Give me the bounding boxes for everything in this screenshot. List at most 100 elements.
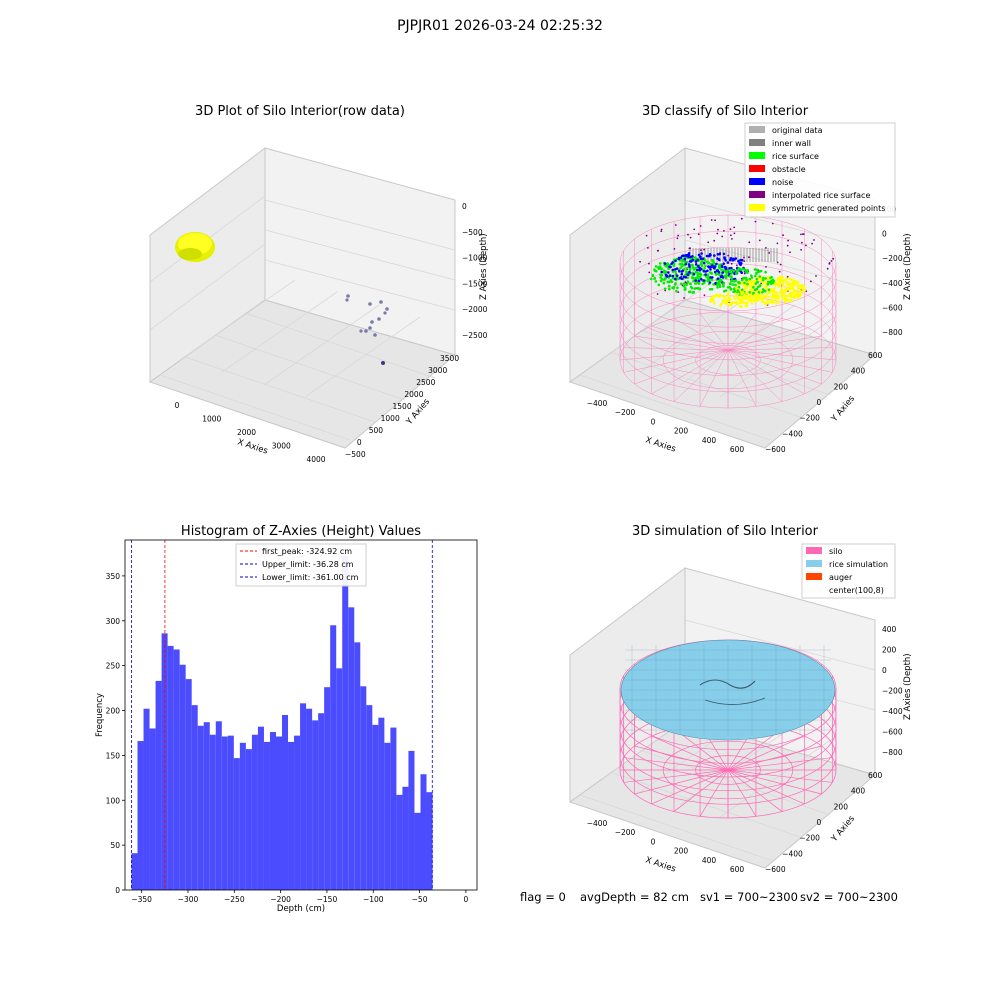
interpolated-point (656, 249, 659, 252)
classified-point (789, 295, 793, 299)
classified-point (721, 276, 725, 279)
classified-point (756, 285, 760, 288)
classified-point (718, 273, 721, 277)
classified-point (686, 273, 690, 277)
classified-point (740, 292, 743, 296)
classified-point (687, 273, 690, 277)
classified-point (729, 257, 733, 260)
classified-point (774, 297, 778, 300)
classified-point (690, 263, 693, 267)
y-tick-label: −400 (782, 849, 803, 858)
classified-point (803, 288, 807, 292)
classified-point (747, 283, 750, 286)
interpolated-point (765, 247, 767, 249)
classified-point (759, 297, 762, 300)
classified-point (771, 281, 775, 285)
classified-point (740, 290, 744, 293)
classified-point (784, 288, 787, 291)
classified-point (697, 264, 701, 267)
classified-point (655, 270, 658, 273)
legend-label: silo (829, 547, 843, 556)
y-tick-label: 1500 (393, 402, 412, 411)
x-axis-label: X Axies (644, 435, 677, 454)
interpolated-point (648, 262, 650, 265)
classified-point (705, 260, 709, 264)
classified-point (660, 270, 663, 274)
classified-point (686, 280, 690, 284)
interpolated-point (686, 271, 688, 274)
classified-point (712, 266, 716, 270)
rice-surface-fill (620, 639, 836, 741)
floor-spoke (727, 745, 822, 771)
classified-point (695, 276, 698, 280)
legend-label: noise (772, 178, 793, 187)
classified-point (730, 268, 733, 272)
interpolated-point (747, 295, 750, 298)
classified-point (793, 281, 797, 285)
classified-point (671, 261, 674, 264)
classified-point (795, 290, 798, 294)
classified-point (686, 253, 689, 257)
classified-point (789, 294, 793, 298)
classified-point (735, 291, 738, 295)
classified-point (678, 268, 681, 272)
classified-point (692, 272, 696, 276)
interpolated-point (660, 230, 663, 233)
classified-point (737, 268, 740, 272)
classified-point (780, 278, 784, 281)
classified-point (651, 273, 655, 277)
classified-point (744, 304, 747, 308)
classified-point (772, 278, 775, 282)
legend-label: rice simulation (829, 560, 888, 569)
interpolated-point (647, 247, 649, 249)
classified-point (733, 296, 737, 300)
interpolated-point (687, 233, 689, 236)
histogram-bar (360, 686, 367, 890)
classified-point (745, 297, 749, 300)
interpolated-point (782, 234, 784, 237)
classified-point (745, 291, 748, 295)
classified-point (727, 291, 730, 294)
classified-point (781, 297, 784, 300)
classified-point (657, 267, 661, 271)
classified-point (754, 298, 758, 302)
x-tick-label: −200 (270, 895, 291, 904)
classified-point (707, 265, 710, 268)
x-axis-label: X Axies (644, 855, 677, 874)
x-tick-label: −150 (317, 895, 338, 904)
classified-point (738, 262, 742, 266)
interpolated-point (801, 241, 803, 244)
interpolated-point (811, 242, 813, 245)
classified-point (756, 270, 760, 274)
classified-point (771, 294, 775, 298)
classified-point (728, 270, 731, 274)
interpolated-point (754, 220, 757, 223)
classified-point (689, 285, 693, 289)
classified-point (718, 285, 722, 289)
legend-swatch (806, 560, 822, 567)
classified-point (744, 294, 747, 297)
classified-point (798, 295, 801, 298)
classified-point (781, 275, 784, 279)
classified-point (673, 258, 677, 262)
classified-point (771, 281, 775, 285)
classified-point (701, 259, 704, 263)
classified-point (709, 262, 713, 266)
classified-point (744, 282, 748, 286)
interpolated-point (673, 248, 676, 250)
classified-point (721, 265, 724, 269)
classified-point (729, 301, 733, 305)
floor-spoke (727, 728, 783, 771)
classified-point (749, 279, 752, 282)
classified-point (766, 276, 770, 279)
classified-point (775, 291, 779, 295)
classified-point (748, 278, 751, 282)
classified-point (755, 287, 759, 291)
classified-point (680, 277, 684, 281)
classified-point (731, 277, 735, 281)
classified-point (790, 292, 794, 296)
interpolated-point (683, 297, 685, 299)
classified-point (738, 281, 741, 285)
classified-point (757, 276, 760, 279)
classified-point (755, 290, 759, 294)
